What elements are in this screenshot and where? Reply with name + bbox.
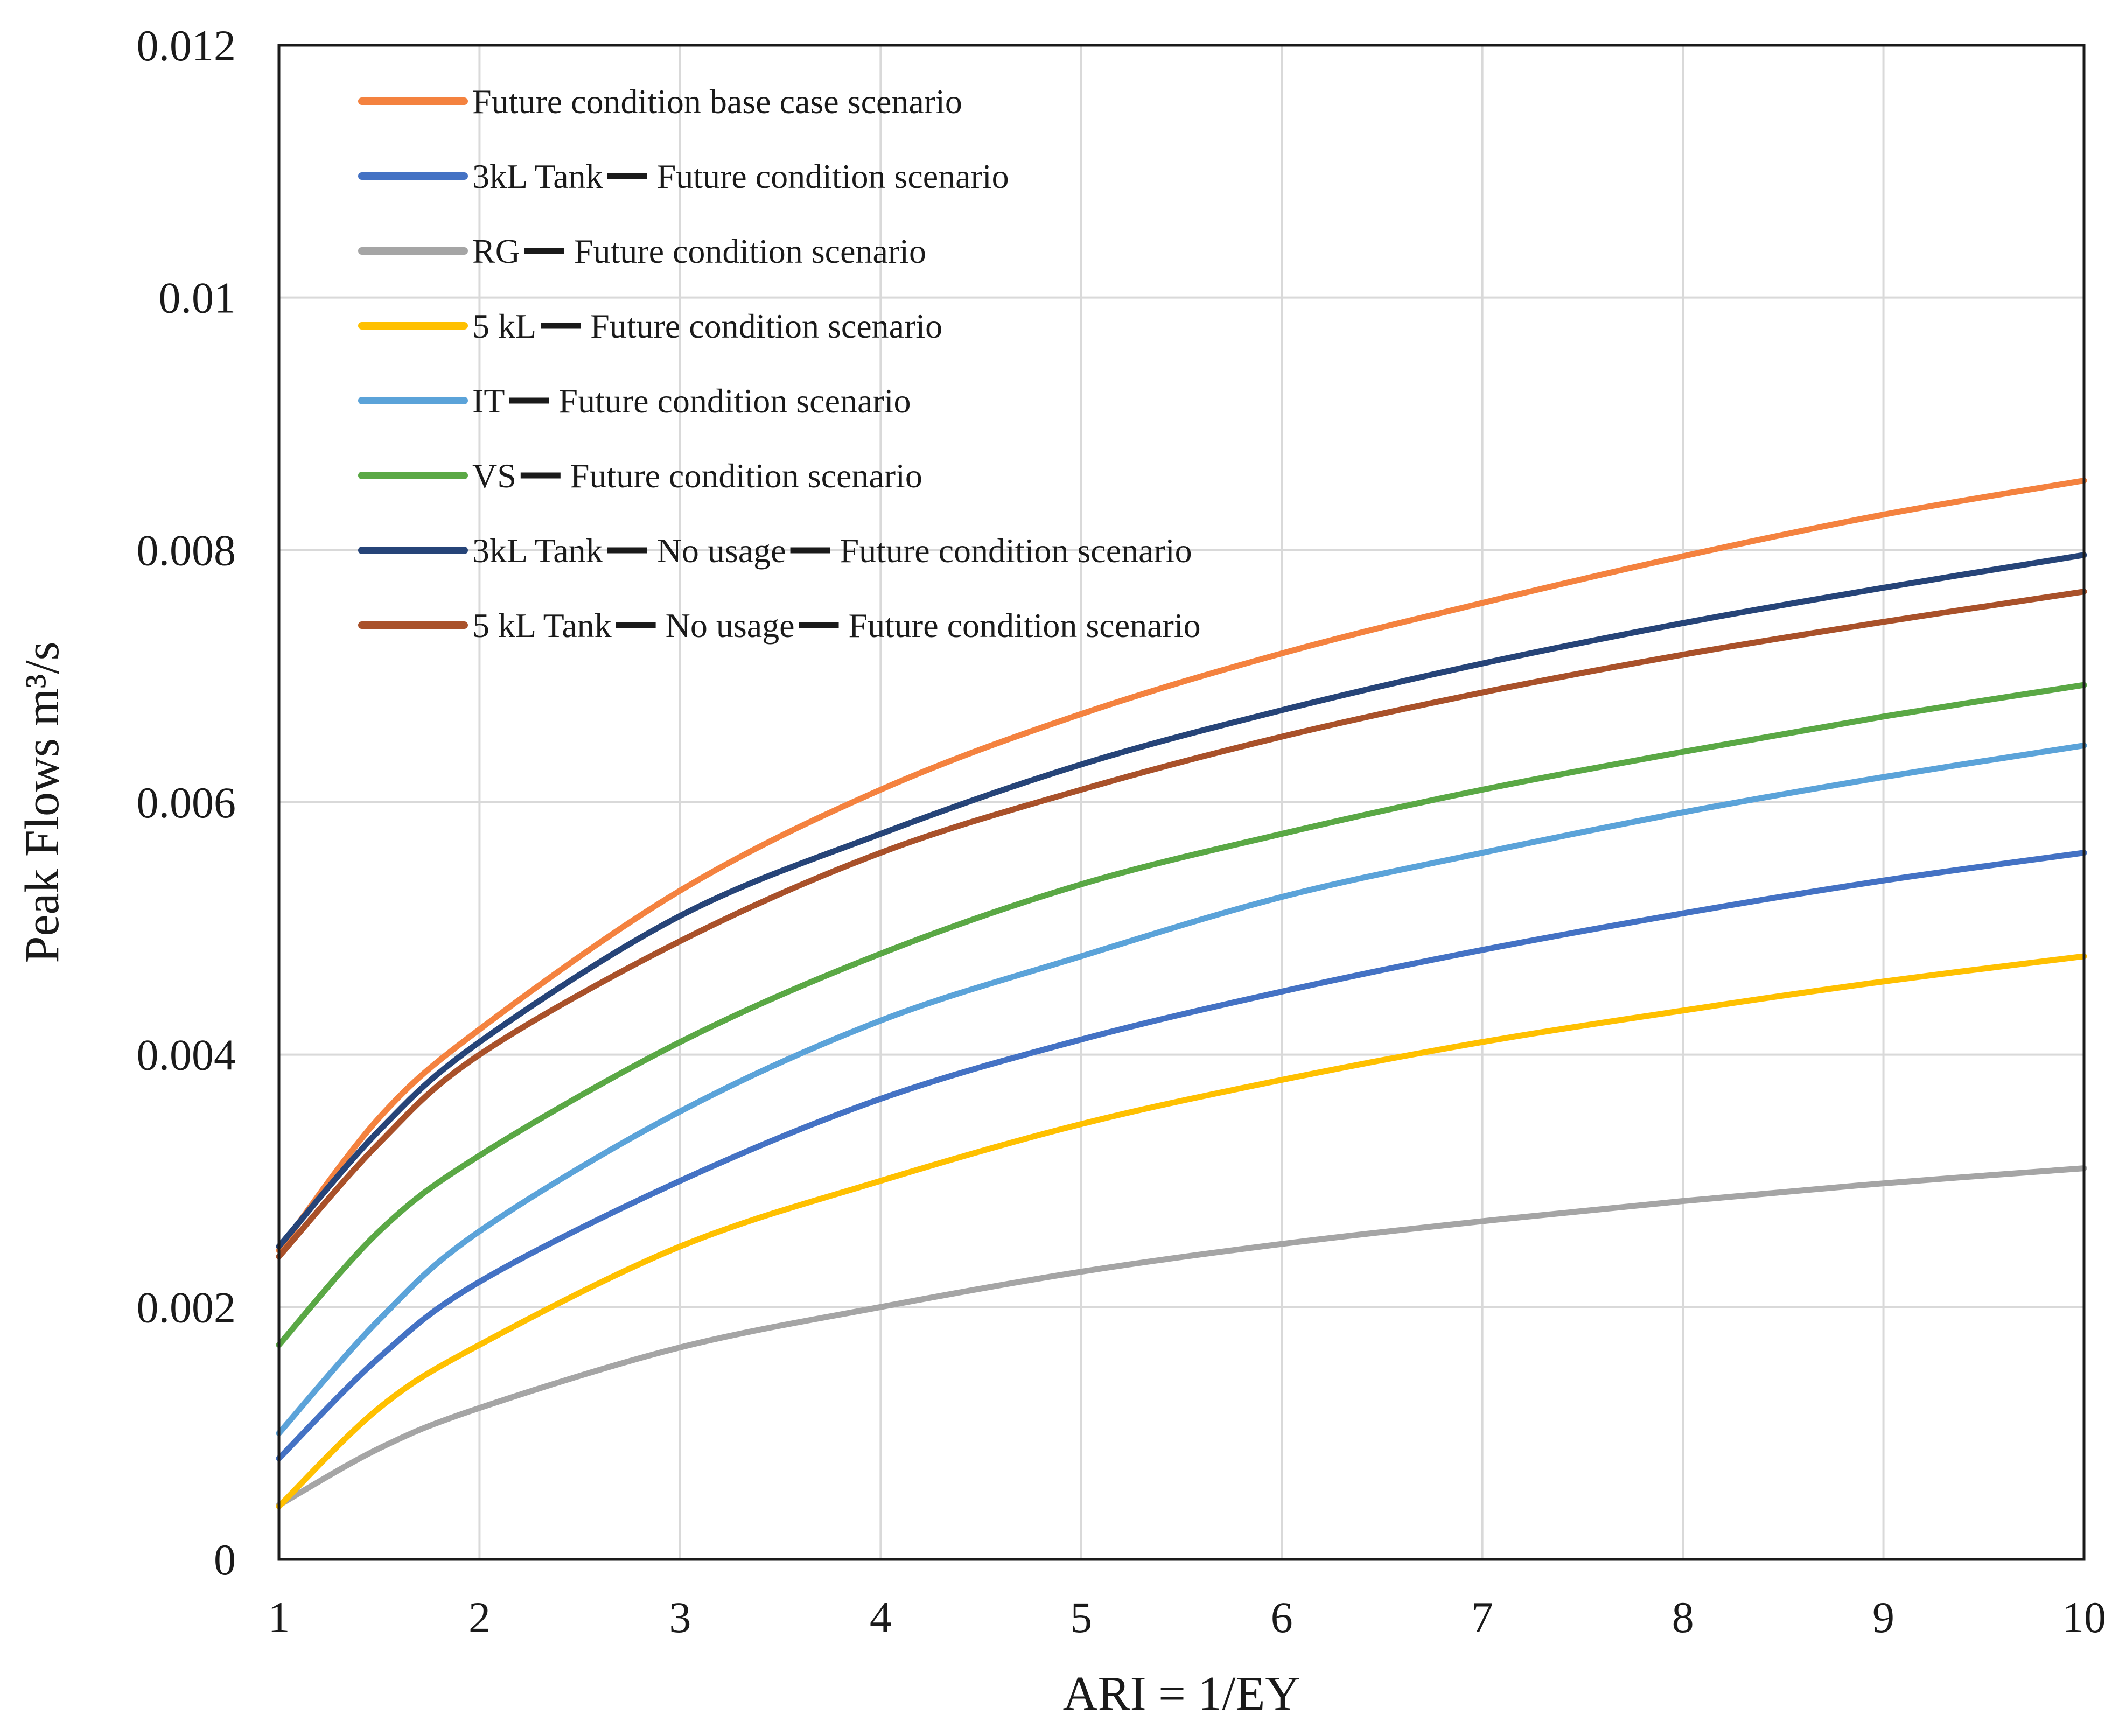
y-axis-ticks: 0 0.002 0.004 0.006 0.008 0.01 0.012: [137, 21, 236, 1584]
legend-item: 3kL Tank Future condition scenario: [358, 157, 1009, 195]
series-line: [276, 743, 2087, 1437]
legend-item: IT Future condition scenario: [358, 382, 911, 420]
series-line: [276, 1165, 2087, 1508]
y-tick-label: 0.01: [159, 274, 236, 323]
y-tick-label: 0.008: [137, 526, 236, 575]
legend-label: Future condition scenario: [849, 606, 1201, 645]
legend-item: 5 kL Tank No usage Future condition scenar…: [358, 606, 1201, 645]
series-lines: [276, 478, 2087, 1510]
series-line: [276, 953, 2087, 1510]
y-tick-label: 0: [214, 1535, 236, 1584]
x-axis-ticks: 1 2 3 4 5 6 7 8 9 10: [268, 1593, 2107, 1642]
legend-label: Future condition scenario: [590, 307, 942, 345]
legend-label: RG: [472, 232, 520, 270]
series-line: [276, 682, 2087, 1348]
legend-label: Future condition scenario: [574, 232, 926, 270]
y-tick-label: 0.004: [137, 1031, 236, 1080]
legend-item: Future condition base case scenario: [358, 82, 962, 121]
legend-item: RG Future condition scenario: [358, 232, 926, 270]
legend: Future condition base case scenario 3kL T…: [358, 82, 1201, 645]
x-tick-label: 9: [1872, 1593, 1894, 1642]
x-tick-label: 2: [468, 1593, 491, 1642]
legend-label: No usage: [666, 606, 795, 645]
legend-item: 3kL Tank No usage Future condition scenari…: [358, 531, 1192, 570]
x-axis-title: ARI = 1/EY: [1063, 1667, 1300, 1720]
legend-label: Future condition scenario: [840, 531, 1192, 570]
y-axis-title: Peak Flows m³/s: [16, 641, 69, 963]
x-tick-label: 6: [1271, 1593, 1293, 1642]
legend-label: 3kL Tank: [472, 157, 603, 195]
series-line: [276, 552, 2087, 1250]
series-line: [276, 850, 2087, 1461]
series-line: [276, 589, 2087, 1260]
legend-label: 5 kL: [472, 307, 536, 345]
x-tick-label: 7: [1471, 1593, 1493, 1642]
x-tick-label: 3: [669, 1593, 691, 1642]
y-tick-label: 0.006: [137, 778, 236, 827]
x-tick-label: 1: [268, 1593, 290, 1642]
legend-label: No usage: [657, 531, 786, 570]
y-tick-label: 0.002: [137, 1283, 236, 1332]
legend-label: Future condition base case scenario: [472, 82, 962, 121]
x-tick-label: 8: [1672, 1593, 1694, 1642]
legend-label: Future condition scenario: [570, 457, 922, 495]
x-tick-label: 4: [870, 1593, 892, 1642]
x-tick-label: 5: [1070, 1593, 1092, 1642]
legend-label: Future condition scenario: [558, 382, 911, 420]
series-line: [276, 478, 2087, 1254]
legend-label: 3kL Tank: [472, 531, 603, 570]
plot-area-frame: [277, 44, 2086, 1561]
legend-label: Future condition scenario: [657, 157, 1009, 195]
legend-label: IT: [472, 382, 505, 420]
legend-item: 5 kL Future condition scenario: [358, 307, 942, 345]
legend-item: VS Future condition scenario: [358, 457, 922, 495]
legend-label: VS: [472, 457, 516, 495]
legend-label: 5 kL Tank: [472, 606, 612, 645]
x-tick-label: 10: [2062, 1593, 2106, 1642]
y-tick-label: 0.012: [137, 21, 236, 70]
